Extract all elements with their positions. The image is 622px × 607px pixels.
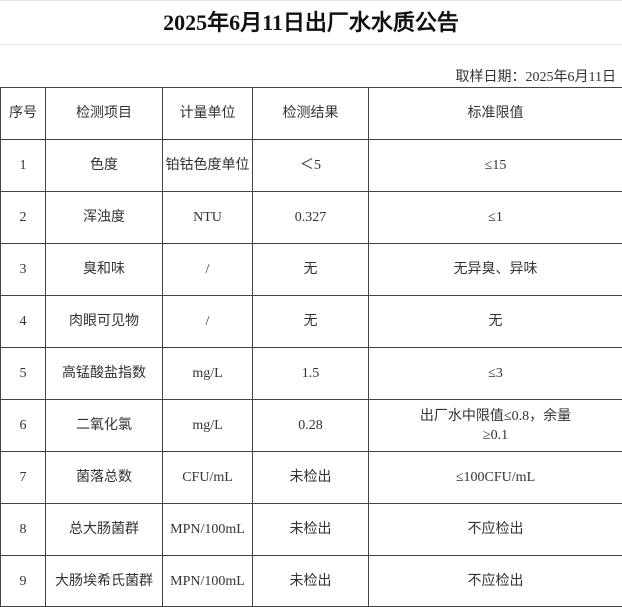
header-cell: 序号 [0,87,46,140]
cell-unit: / [162,295,253,348]
cell-unit: CFU/mL [162,451,253,504]
cell-limit: 无 [368,295,622,348]
table-row: 4 肉眼可见物 / 无无 [0,295,622,348]
cell-unit: MPN/100mL [162,503,253,556]
cell-unit: 铂钴色度单位 [162,139,253,192]
cell-result: 未检出 [252,555,369,607]
cell-limit: ≤15 [368,139,622,192]
header-cell: 计量单位 [162,87,253,140]
table-header-row: 序号 检测项目 计量单位 检测结果 标准限值 [0,87,622,140]
cell-item: 肉眼可见物 [45,295,163,348]
table-row: 7 菌落总数 CFU/mL 未检出 ≤100CFU/mL [0,451,622,504]
cell-limit: 出厂水中限值≤0.8，余量≥0.1 [368,399,622,452]
cell-unit: / [162,243,253,296]
cell-result: 未检出 [252,503,369,556]
cell-item: 色度 [45,139,163,192]
cell-item: 菌落总数 [45,451,163,504]
cell-index: 6 [0,399,46,452]
cell-result: 0.327 [252,191,369,244]
table-row: 5 高锰酸盐指数 mg/L 1.5 ≤3 [0,347,622,400]
table-row: 8 总大肠菌群 MPN/100mL 未检出 不应检出 [0,503,622,556]
cell-index: 9 [0,555,46,607]
cell-limit: 不应检出 [368,555,622,607]
cell-index: 2 [0,191,46,244]
cell-item: 高锰酸盐指数 [45,347,163,400]
cell-limit: 不应检出 [368,503,622,556]
table-row: 3 臭和味 / 无无异臭、异味 [0,243,622,296]
cell-index: 3 [0,243,46,296]
table-row: 1 色度 铂钴色度单位 ＜5 ≤15 [0,139,622,192]
cell-limit: ≤100CFU/mL [368,451,622,504]
water-quality-table: 序号 检测项目 计量单位 检测结果 标准限值 1 色度 铂钴色度单位 ＜5 ≤15 2 浑浊… [0,87,622,607]
cell-unit: mg/L [162,399,253,452]
cell-item: 臭和味 [45,243,163,296]
table-row: 9 大肠埃希氏菌群 MPN/100mL 未检出 不应检出 [0,555,622,607]
cell-item: 大肠埃希氏菌群 [45,555,163,607]
cell-item: 总大肠菌群 [45,503,163,556]
header-cell: 检测项目 [45,87,163,140]
cell-limit: ≤3 [368,347,622,400]
cell-result: ＜5 [252,139,369,192]
cell-index: 5 [0,347,46,400]
table-row: 6 二氧化氯 mg/L 0.28 出厂水中限值≤0.8，余量≥0.1 [0,399,622,452]
cell-item: 浑浊度 [45,191,163,244]
cell-unit: NTU [162,191,253,244]
cell-index: 1 [0,139,46,192]
cell-limit: 无异臭、异味 [368,243,622,296]
cell-index: 7 [0,451,46,504]
cell-result: 0.28 [252,399,369,452]
cell-result: 1.5 [252,347,369,400]
table-row: 2 浑浊度 NTU 0.327 ≤1 [0,191,622,244]
sample-date: 取样日期：2025年6月11日 [455,70,616,85]
header-cell: 标准限值 [368,87,622,140]
cell-result: 无 [252,295,369,348]
header-cell: 检测结果 [252,87,369,140]
cell-index: 8 [0,503,46,556]
cell-result: 未检出 [252,451,369,504]
cell-unit: mg/L [162,347,253,400]
page-title: 2025年6月11日出厂水水质公告 [0,0,622,45]
cell-unit: MPN/100mL [162,555,253,607]
cell-index: 4 [0,295,46,348]
cell-result: 无 [252,243,369,296]
cell-limit: ≤1 [368,191,622,244]
cell-item: 二氧化氯 [45,399,163,452]
